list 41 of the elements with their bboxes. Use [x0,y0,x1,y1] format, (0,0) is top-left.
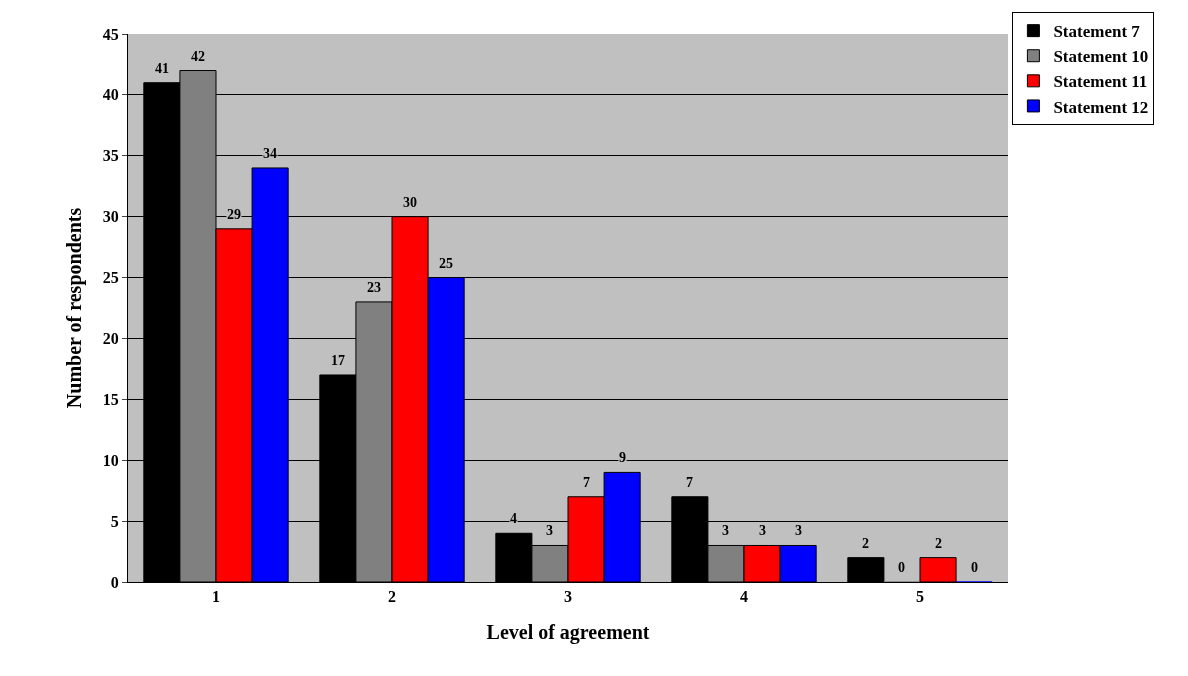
y-tick-label: 40 [102,86,119,104]
y-tick-label: 25 [102,269,119,287]
data-label: 25 [439,256,453,271]
x-tick-label: 5 [916,588,924,606]
x-tick-label: 1 [212,588,220,606]
y-tick-label: 0 [110,573,119,591]
legend-label: Statement 7 [1053,22,1141,42]
data-label: 3 [759,523,766,538]
y-tick-label: 30 [102,208,119,226]
data-label: 3 [795,523,802,538]
y-tick-label: 35 [102,147,119,165]
y-tick-label: 15 [102,390,119,408]
data-label: 2 [862,536,869,551]
data-label: 2 [935,536,942,551]
data-label: 7 [686,475,693,490]
y-tick-label: 5 [110,512,119,530]
data-label: 0 [898,560,905,575]
data-label: 29 [227,207,241,222]
y-tick-label: 10 [102,451,119,469]
x-tick-label: 4 [740,588,748,606]
x-tick-label: 2 [388,588,396,606]
data-label: 23 [367,280,381,295]
data-label: 34 [263,146,277,161]
data-label: 17 [331,353,345,368]
data-label: 0 [971,560,978,575]
y-tick-label: 20 [102,330,119,348]
data-label: 4 [510,511,517,526]
data-label: 30 [403,195,417,210]
x-tick-label: 3 [564,588,572,606]
x-axis-title: Level of agreement [486,620,650,644]
legend-label: Statement 12 [1053,97,1149,117]
data-label: 3 [722,523,729,538]
legend-label: Statement 10 [1053,47,1149,67]
data-label: 42 [191,49,205,64]
data-label: 3 [546,523,553,538]
data-label: 7 [583,475,590,490]
legend-label: Statement 11 [1053,72,1148,92]
data-label: 41 [155,61,169,76]
data-label: 9 [619,450,626,465]
y-tick-label: 45 [102,25,119,43]
y-axis-title: Number of respondents [63,207,87,409]
